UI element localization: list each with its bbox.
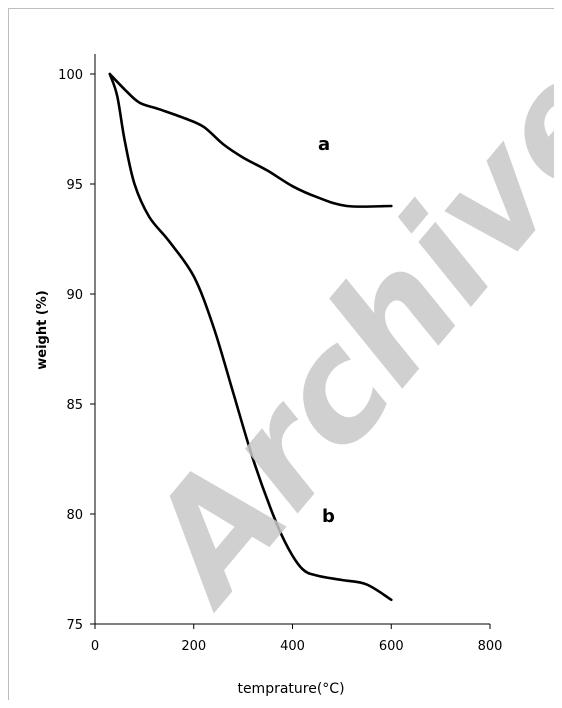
x-tick-label: 600 — [379, 639, 404, 654]
x-tick-label: 200 — [181, 639, 206, 654]
axes — [90, 54, 491, 629]
y-tick-label: 80 — [66, 508, 83, 523]
chart-area: 75 80 85 90 95 100 0 200 400 600 800 weight (%) te… — [8, 8, 554, 700]
series-line-b — [108, 72, 393, 602]
x-axis-label: temprature(°C) — [237, 681, 344, 697]
series-label-a: a — [318, 134, 330, 155]
series-line-a — [108, 72, 393, 208]
watermark: Archive — [108, 30, 554, 637]
x-tick-label: 400 — [280, 639, 305, 654]
y-tick-label: 85 — [66, 398, 83, 413]
series-label-b: b — [322, 506, 335, 527]
y-tick-label: 100 — [58, 68, 83, 83]
x-tick-label: 0 — [91, 639, 99, 654]
y-tick-label: 75 — [66, 618, 83, 633]
y-axis-label: weight (%) — [35, 290, 50, 370]
y-tick-label: 90 — [66, 288, 83, 303]
series-group — [108, 72, 393, 602]
y-tick-label: 95 — [66, 178, 83, 193]
x-tick-label: 800 — [478, 639, 503, 654]
tick-labels: 75 80 85 90 95 100 0 200 400 600 800 — [58, 68, 502, 654]
